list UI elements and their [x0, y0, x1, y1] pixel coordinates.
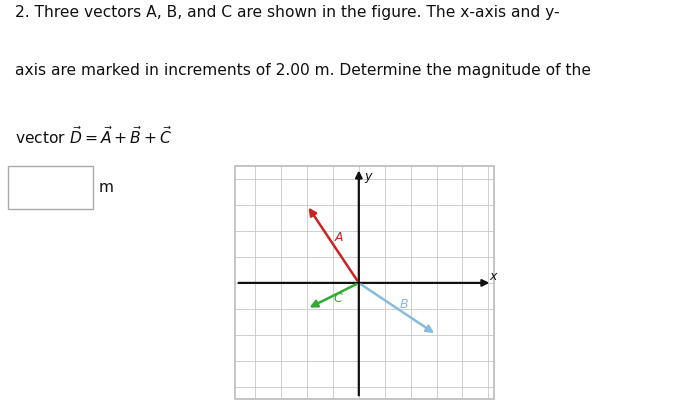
Text: A: A	[335, 231, 344, 244]
Text: vector $\vec{D} = \vec{A} + \vec{B} + \vec{C}$: vector $\vec{D} = \vec{A} + \vec{B} + \v…	[15, 126, 172, 147]
Text: 2. Three vectors A, B, and C are shown in the figure. The x-axis and y-: 2. Three vectors A, B, and C are shown i…	[15, 5, 560, 20]
Text: y: y	[364, 170, 372, 183]
FancyBboxPatch shape	[8, 166, 93, 209]
Bar	[234, 166, 493, 399]
Text: x: x	[489, 270, 497, 283]
Text: B: B	[400, 298, 408, 311]
Text: axis are marked in increments of 2.00 m. Determine the magnitude of the: axis are marked in increments of 2.00 m.…	[15, 63, 592, 78]
Text: C: C	[333, 292, 342, 306]
Text: m: m	[98, 180, 113, 195]
